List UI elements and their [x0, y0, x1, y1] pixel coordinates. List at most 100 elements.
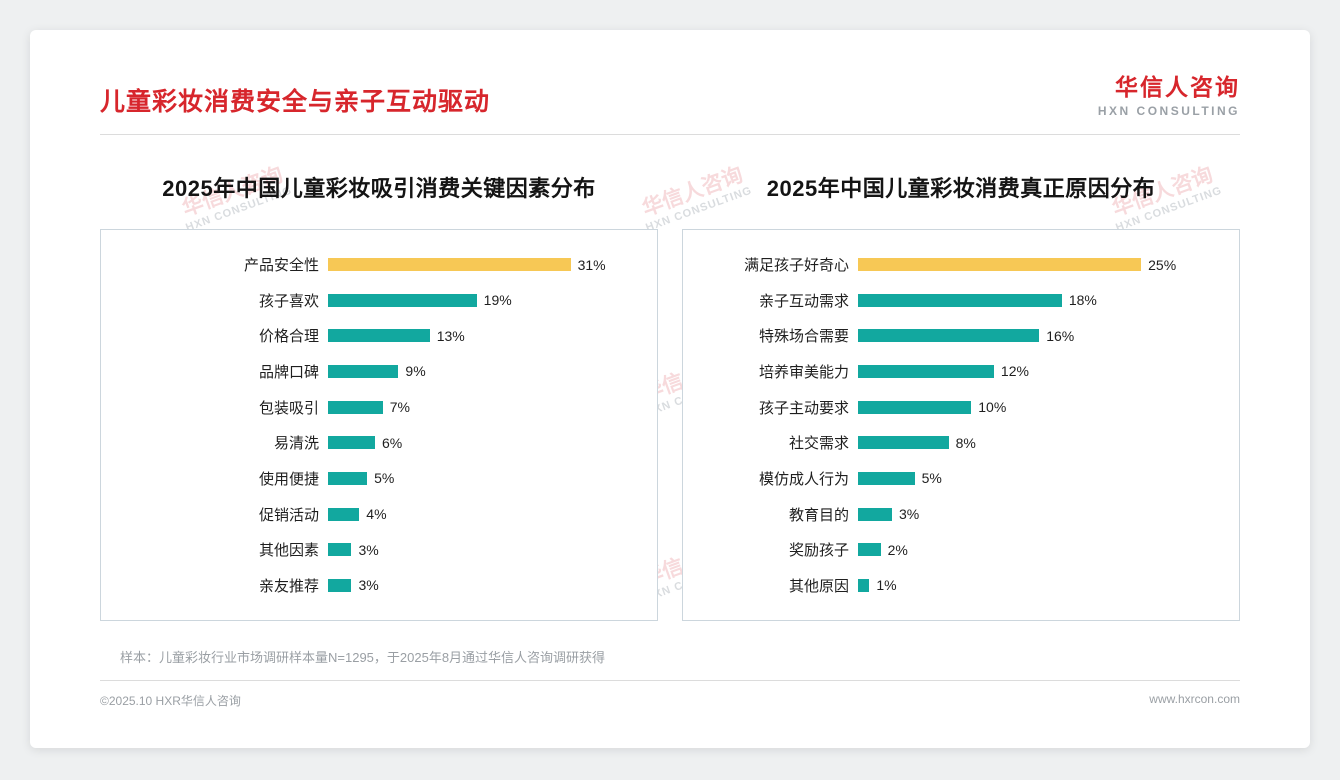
bar-value-label: 12% [1000, 363, 1029, 380]
bar-row: 模仿成人行为 5% [701, 468, 1221, 489]
bar-track: 12% [858, 363, 1221, 379]
bar-value-label: 9% [405, 363, 426, 380]
bar-row: 其他原因 1% [701, 575, 1221, 596]
bar-value-label: 3% [358, 541, 379, 558]
bar-track: 9% [328, 363, 639, 379]
bar [858, 258, 1142, 271]
bar-category-label: 孩子喜欢 [258, 292, 319, 310]
bar-category-label: 社交需求 [788, 435, 849, 453]
bar-track: 4% [328, 506, 639, 522]
bar-category-label: 其他因素 [258, 542, 319, 560]
bar-category-label: 亲友推荐 [258, 577, 319, 595]
bar-track: 8% [858, 435, 1221, 451]
bar-track: 13% [328, 328, 639, 344]
bar-category-label: 产品安全性 [243, 257, 319, 274]
bar-category-label: 易清洗 [273, 435, 319, 453]
bar-value-label: 13% [436, 327, 465, 344]
bar-category-label: 价格合理 [258, 328, 319, 346]
bar-category-label: 品牌口碑 [258, 363, 319, 381]
bar-category-label: 包装吸引 [258, 399, 319, 417]
bar [328, 258, 571, 271]
bar-value-label: 25% [1148, 256, 1177, 273]
bar [328, 471, 368, 485]
page-title: 儿童彩妆消费安全与亲子互动驱动 [100, 88, 491, 116]
bar [858, 471, 915, 485]
bar [328, 578, 352, 592]
copyright-text: ©2025.10 HXR华信人咨询 [100, 694, 241, 708]
bar-category-label: 促销活动 [258, 506, 319, 524]
bar-category-label: 特殊场合需要 [758, 328, 849, 346]
bar-row: 培养审美能力 12% [701, 361, 1221, 382]
bar-chart: 产品安全性 31% 孩子喜欢 19% 价格合理 13% 品牌口碑 9% 包装吸引 7% 易清洗 6% 使… [100, 229, 658, 621]
bar-track: 10% [858, 399, 1221, 415]
bar-row: 使用便捷 5% [119, 468, 639, 489]
bar-value-label: 16% [1046, 327, 1075, 344]
bar-chart: 满足孩子好奇心 25% 亲子互动需求 18% 特殊场合需要 16% 培养审美能力 12% 孩子主… [682, 229, 1240, 621]
bar-value-label: 5% [921, 470, 942, 487]
bar-row: 社交需求 8% [701, 432, 1221, 453]
bar-value-label: 8% [955, 434, 976, 451]
bar-track: 16% [858, 328, 1221, 344]
bar-track: 31% [328, 257, 639, 273]
bar [858, 578, 870, 592]
bar-category-label: 培养审美能力 [758, 363, 849, 381]
bar-track: 7% [328, 399, 639, 415]
website-text: www.hxrcon.com [1149, 692, 1240, 706]
bar-value-label: 10% [978, 399, 1007, 416]
bar-track: 3% [328, 577, 639, 593]
bar [328, 364, 399, 378]
bar-category-label: 奖励孩子 [788, 542, 849, 560]
footer-divider [100, 680, 1240, 681]
bar-track: 1% [858, 577, 1221, 593]
bar-category-label: 模仿成人行为 [758, 470, 849, 488]
bar-track: 5% [328, 470, 639, 486]
bar-row: 价格合理 13% [119, 325, 639, 346]
bar-row: 品牌口碑 9% [119, 361, 639, 382]
bar-category-label: 满足孩子好奇心 [743, 257, 849, 274]
bar [858, 543, 881, 557]
bar-row: 产品安全性 31% [119, 254, 639, 275]
brand-logo-en: HXN CONSULTING [1097, 104, 1240, 118]
bar-category-label: 亲子互动需求 [758, 292, 849, 310]
chart-right: 2025年中国儿童彩妆消费真正原因分布 满足孩子好奇心 25% 亲子互动需求 18% 特… [682, 171, 1240, 621]
bar-value-label: 3% [358, 577, 379, 594]
bar-value-label: 7% [389, 399, 410, 416]
charts-section: 2025年中国儿童彩妆吸引消费关键因素分布 产品安全性 31% 孩子喜欢 19% 价格合… [100, 171, 1240, 621]
header: 儿童彩妆消费安全与亲子互动驱动 华信人咨询 HXN CONSULTING [100, 30, 1240, 118]
bar-track: 19% [328, 292, 639, 308]
bar-category-label: 教育目的 [788, 506, 849, 524]
bar [858, 293, 1062, 307]
bar-row: 满足孩子好奇心 25% [701, 254, 1221, 275]
bar-row: 其他因素 3% [119, 539, 639, 560]
bar [328, 293, 477, 307]
bar [328, 400, 383, 414]
footer: ©2025.10 HXR华信人咨询 www.hxrcon.com [100, 681, 1240, 720]
bar-row: 孩子主动要求 10% [701, 397, 1221, 418]
bar [328, 507, 360, 521]
bar-row: 亲友推荐 3% [119, 575, 639, 596]
bar-row: 易清洗 6% [119, 432, 639, 453]
header-divider [100, 134, 1240, 135]
brand-logo: 华信人咨询 HXN CONSULTING [1098, 68, 1240, 118]
bar-row: 孩子喜欢 19% [119, 290, 639, 311]
chart-title: 2025年中国儿童彩妆消费真正原因分布 [766, 176, 1156, 201]
bar-track: 3% [328, 542, 639, 558]
bar-category-label: 使用便捷 [258, 470, 319, 488]
bar [858, 400, 972, 414]
brand-logo-cn: 华信人咨询 [1115, 74, 1240, 100]
bar-track: 2% [858, 542, 1221, 558]
bar-track: 6% [328, 435, 639, 451]
bar-row: 包装吸引 7% [119, 397, 639, 418]
bar-value-label: 2% [887, 541, 908, 558]
bar-value-label: 4% [366, 506, 387, 523]
bar [858, 329, 1040, 343]
bar-row: 特殊场合需要 16% [701, 325, 1221, 346]
bar-value-label: 1% [876, 577, 897, 594]
sample-note: 样本：儿童彩妆行业市场调研样本量N=1295，于2025年8月通过华信人咨询调研… [120, 650, 606, 665]
bar-category-label: 孩子主动要求 [758, 399, 849, 417]
bar-row: 亲子互动需求 18% [701, 290, 1221, 311]
bar [328, 436, 375, 450]
bar-value-label: 3% [898, 506, 920, 523]
bar [858, 507, 892, 521]
bar-value-label: 5% [374, 470, 395, 487]
